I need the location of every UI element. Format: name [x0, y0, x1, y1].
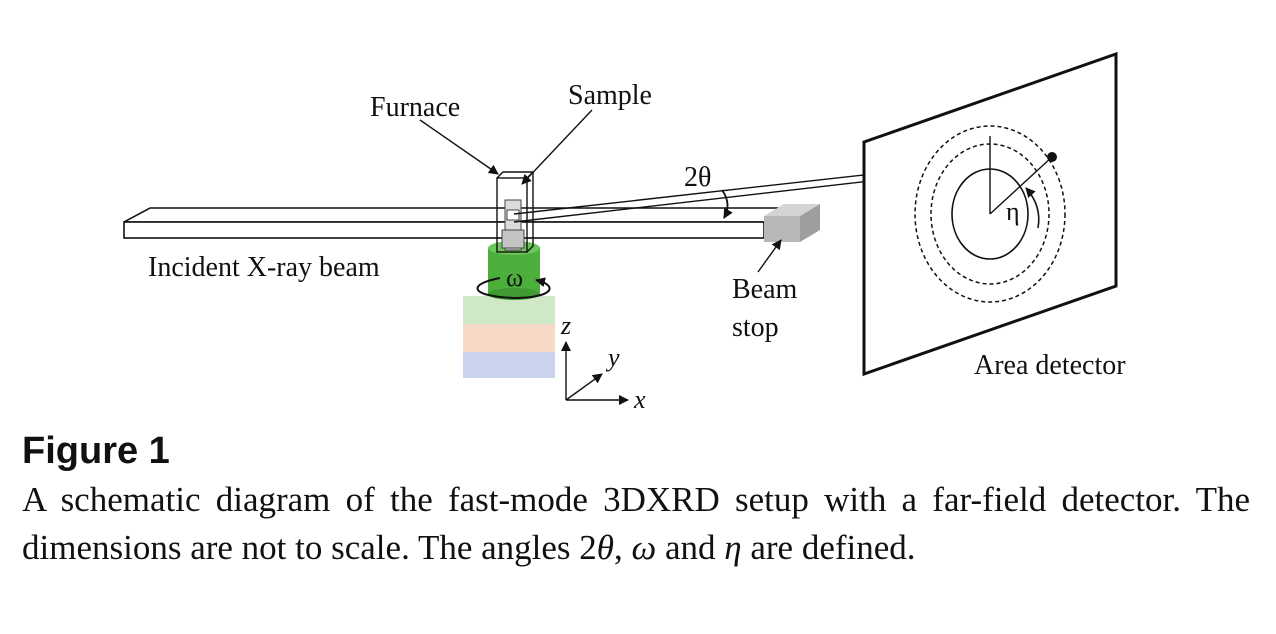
label-axis-x: x	[633, 385, 646, 414]
label-incident-beam: Incident X-ray beam	[148, 252, 380, 283]
label-furnace: Furnace	[370, 92, 460, 123]
label-beam-stop-1: Beam	[732, 274, 798, 305]
stage-block-green	[463, 296, 555, 324]
label-axis-y: y	[605, 343, 620, 372]
label-sample: Sample	[568, 80, 652, 111]
diffraction-spot	[1047, 152, 1057, 162]
incident-beam	[123, 207, 791, 239]
label-area-detector: Area detector	[974, 350, 1126, 381]
figure-heading: Figure 1	[22, 430, 170, 472]
label-two-theta: 2θ	[684, 162, 711, 193]
caption-text-a: A schematic diagram of the fast-mode 3DX…	[22, 480, 1250, 567]
label-beam-stop-2: stop	[732, 312, 779, 343]
beam-stop	[764, 204, 820, 242]
debye-ring-outer	[914, 125, 1066, 303]
setup-diagram: Furnace Sample 2θ Incident X-ray beam ω …	[123, 51, 1126, 414]
label-axis-z: z	[560, 311, 571, 340]
caption-omega: ω	[631, 528, 657, 567]
pointer-lines	[419, 109, 782, 273]
coordinate-axes	[561, 341, 629, 405]
sample-pillar	[501, 199, 525, 251]
area-detector	[862, 51, 1118, 377]
stage-block-blue	[463, 352, 555, 378]
label-omega: ω	[506, 263, 523, 292]
stage-block-orange	[463, 324, 555, 352]
rotation-cylinder	[488, 248, 540, 294]
figure-caption: Figure 1 A schematic diagram of the fast…	[22, 428, 1250, 572]
caption-text-c: and	[656, 528, 725, 567]
label-eta: η	[1006, 197, 1020, 226]
caption-theta: θ	[596, 528, 614, 567]
two-theta-arc	[721, 189, 733, 219]
eta-arc	[1025, 187, 1040, 229]
omega-rotation-arrow	[476, 277, 551, 300]
caption-text-b: ,	[613, 528, 632, 567]
sample-stage	[463, 241, 555, 378]
caption-eta: η	[724, 528, 742, 567]
caption-text-d: are defined.	[741, 528, 916, 567]
caption-text: A schematic diagram of the fast-mode 3DX…	[22, 476, 1250, 572]
